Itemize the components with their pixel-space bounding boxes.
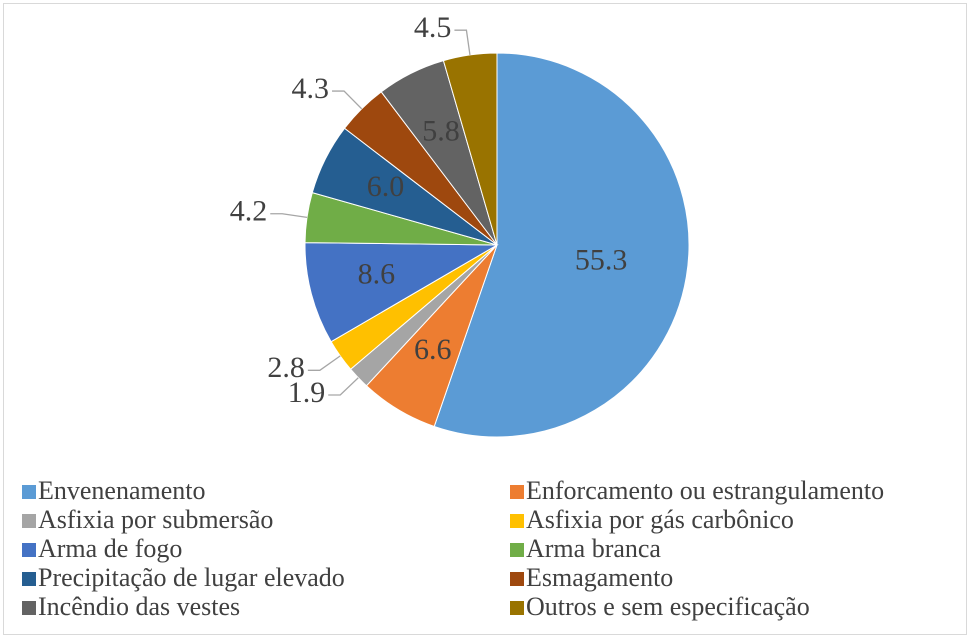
legend-label: Enforcamento ou estrangulamento [526, 476, 884, 505]
data-label: 8.6 [358, 258, 396, 291]
legend-swatch [22, 514, 36, 528]
pie-slice [433, 52, 690, 438]
legend-swatch [510, 485, 524, 499]
legend-label: Outros e sem especificação [526, 592, 810, 621]
legend-swatch [22, 485, 36, 499]
leader-line [328, 377, 359, 396]
pie-slice [442, 52, 498, 246]
leader-line [270, 213, 308, 218]
legend-label: Envenenamento [38, 476, 206, 505]
legend-label: Arma de fogo [38, 534, 182, 563]
data-label: 6.0 [367, 170, 405, 203]
legend-swatch [22, 572, 36, 586]
leader-line [332, 90, 363, 110]
legend-swatch [22, 601, 36, 615]
legend-swatch [510, 601, 524, 615]
legend-label: Asfixia por gás carbônico [526, 505, 794, 534]
legend-swatch [510, 543, 524, 557]
leader-line [307, 355, 341, 371]
legend-swatch [510, 572, 524, 586]
leader-line [454, 29, 471, 56]
data-label: 5.8 [422, 114, 460, 147]
legend-label: Arma branca [526, 534, 661, 563]
data-label: 4.5 [414, 11, 452, 44]
data-label: 6.6 [414, 333, 452, 366]
legend-swatch [510, 514, 524, 528]
data-label: 4.3 [292, 72, 330, 105]
data-label: 55.3 [575, 243, 628, 276]
legend-label: Asfixia por submersão [38, 505, 273, 534]
legend-label: Precipitação de lugar elevado [38, 563, 345, 592]
data-label: 2.8 [267, 351, 305, 384]
legend-label: Incêndio das vestes [38, 592, 240, 621]
data-label: 4.2 [230, 195, 268, 228]
legend-swatch [22, 543, 36, 557]
pie-slice [304, 242, 499, 343]
data-label: 1.9 [288, 376, 326, 409]
legend-label: Esmagamento [526, 563, 673, 592]
